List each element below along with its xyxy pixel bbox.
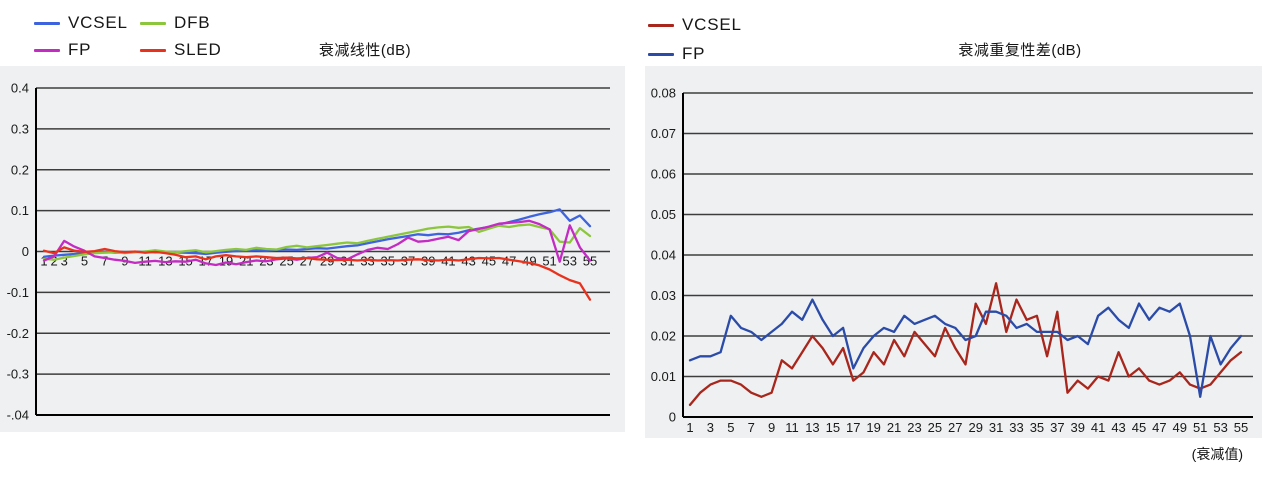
series-line-sled [42, 246, 592, 301]
y-tick-label: 0.4 [11, 81, 29, 96]
legend-item-fp: FP [648, 44, 742, 64]
x-tick-label: 23 [907, 420, 921, 435]
x-tick-label: 3 [707, 420, 714, 435]
x-tick-label: 7 [748, 420, 755, 435]
x-tick-label: 7 [101, 254, 108, 269]
chart-title-repeatability: 衰减重复性差(dB) [958, 42, 1082, 59]
y-tick-label: 0.07 [651, 126, 676, 141]
legend-repeatability: VCSEL FP [648, 15, 742, 64]
y-tick-label: 0.05 [651, 207, 676, 222]
x-tick-label: 45 [482, 254, 496, 269]
y-tick-label: 0.04 [651, 248, 676, 263]
legend-item-fp: FP [34, 40, 140, 60]
series-line-fp [688, 298, 1243, 398]
x-tick-label: 47 [1152, 420, 1166, 435]
x-axis-unit-label: (衰减值) [1191, 446, 1243, 462]
series-line-fp [42, 219, 592, 267]
x-tick-label: 51 [542, 254, 556, 269]
x-tick-label: 27 [300, 254, 314, 269]
x-tick-label: 35 [1030, 420, 1044, 435]
legend-label: VCSEL [68, 13, 128, 32]
x-tick-label: 15 [826, 420, 840, 435]
legend-label: FP [682, 44, 706, 63]
y-tick-label: -.04 [7, 408, 29, 423]
x-tick-label: 45 [1132, 420, 1146, 435]
x-tick-label: 2 [50, 254, 57, 269]
legend-label: SLED [174, 40, 222, 59]
x-tick-label: 5 [81, 254, 88, 269]
x-tick-label: 13 [805, 420, 819, 435]
legend-swatch-vcsel [34, 21, 60, 25]
y-tick-label: 0 [669, 410, 676, 425]
x-tick-label: 1 [686, 420, 693, 435]
line-chart-linearity: 0.40.30.20.10-0.1-0.2-0.3-.041 2 3 5 7 9 11 13 1… [7, 81, 610, 423]
x-tick-label: 19 [219, 254, 233, 269]
x-tick-label: 41 [441, 254, 455, 269]
x-tick-label: 33 [360, 254, 374, 269]
legend-item-vcsel: VCSEL [34, 13, 140, 33]
y-tick-label: 0 [22, 244, 29, 259]
x-tick-label: 49 [1173, 420, 1187, 435]
y-tick-label: 0.01 [651, 369, 676, 384]
x-tick-label: 39 [1071, 420, 1085, 435]
x-tick-label: 33 [1009, 420, 1023, 435]
x-tick-label: 17 [846, 420, 860, 435]
x-tick-label: 19 [866, 420, 880, 435]
legend-linearity: VCSEL DFB FP SLED [34, 13, 222, 60]
x-tick-label: 11 [785, 420, 799, 435]
x-tick-label: 3 [61, 254, 68, 269]
x-tick-label: 37 [1050, 420, 1064, 435]
x-tick-label: 47 [502, 254, 516, 269]
plot-panel-repeatability: 0.08 0.07 0.06 0.05 0.04 0.03 0.02 0.01 0 1 3 5 7 9 11… [645, 66, 1262, 438]
x-tick-label: 9 [768, 420, 775, 435]
x-tick-label: 25 [928, 420, 942, 435]
x-tick-label: 55 [1234, 420, 1248, 435]
plot-panel-linearity: 0.4 0.3 0.2 0.1 0 -0.1 -0.2 -0.3 -.04 1 2 3 5 7 9 11 13 1… [0, 66, 625, 432]
x-tick-label: 29 [968, 420, 982, 435]
x-tick-label: 27 [948, 420, 962, 435]
legend-item-vcsel: VCSEL [648, 15, 742, 35]
x-tick-label: 37 [401, 254, 415, 269]
x-tick-label: 31 [989, 420, 1003, 435]
y-tick-label: 0.06 [651, 167, 676, 182]
x-tick-label: 21 [887, 420, 901, 435]
y-tick-label: -0.2 [7, 326, 29, 341]
legend-swatch-sled [140, 48, 166, 52]
legend-label: FP [68, 40, 92, 59]
x-tick-label: 51 [1193, 420, 1207, 435]
y-tick-label: -0.1 [7, 285, 29, 300]
series-line-vcsel [42, 208, 592, 258]
legend-swatch-fp [34, 48, 60, 52]
y-tick-label: 0.3 [11, 121, 29, 136]
legend-swatch-fp [648, 52, 674, 56]
legend-label: VCSEL [682, 15, 742, 34]
x-tick-label: 41 [1091, 420, 1105, 435]
y-tick-label: 0.2 [11, 162, 29, 177]
x-tick-label: 25 [279, 254, 293, 269]
y-tick-label: 0.03 [651, 288, 676, 303]
legend-swatch-vcsel [648, 23, 674, 27]
y-tick-label: 0.08 [651, 86, 676, 101]
legend-swatch-dfb [140, 21, 166, 25]
series-line-vcsel [688, 282, 1243, 407]
x-tick-label: 29 [320, 254, 334, 269]
legend-label: DFB [174, 13, 211, 32]
x-tick-label: 5 [727, 420, 734, 435]
x-tick-label: 43 [1111, 420, 1125, 435]
legend-item-sled: SLED [140, 40, 222, 60]
x-tick-label: 53 [1213, 420, 1227, 435]
y-tick-label: 0.1 [11, 203, 29, 218]
chart-title-linearity: 衰减线性(dB) [318, 42, 412, 59]
y-tick-label: -0.3 [7, 367, 29, 382]
y-tick-label: 0.02 [651, 329, 676, 344]
x-tick-label: 43 [461, 254, 475, 269]
legend-item-dfb: DFB [140, 13, 222, 33]
x-tick-label: 53 [563, 254, 577, 269]
